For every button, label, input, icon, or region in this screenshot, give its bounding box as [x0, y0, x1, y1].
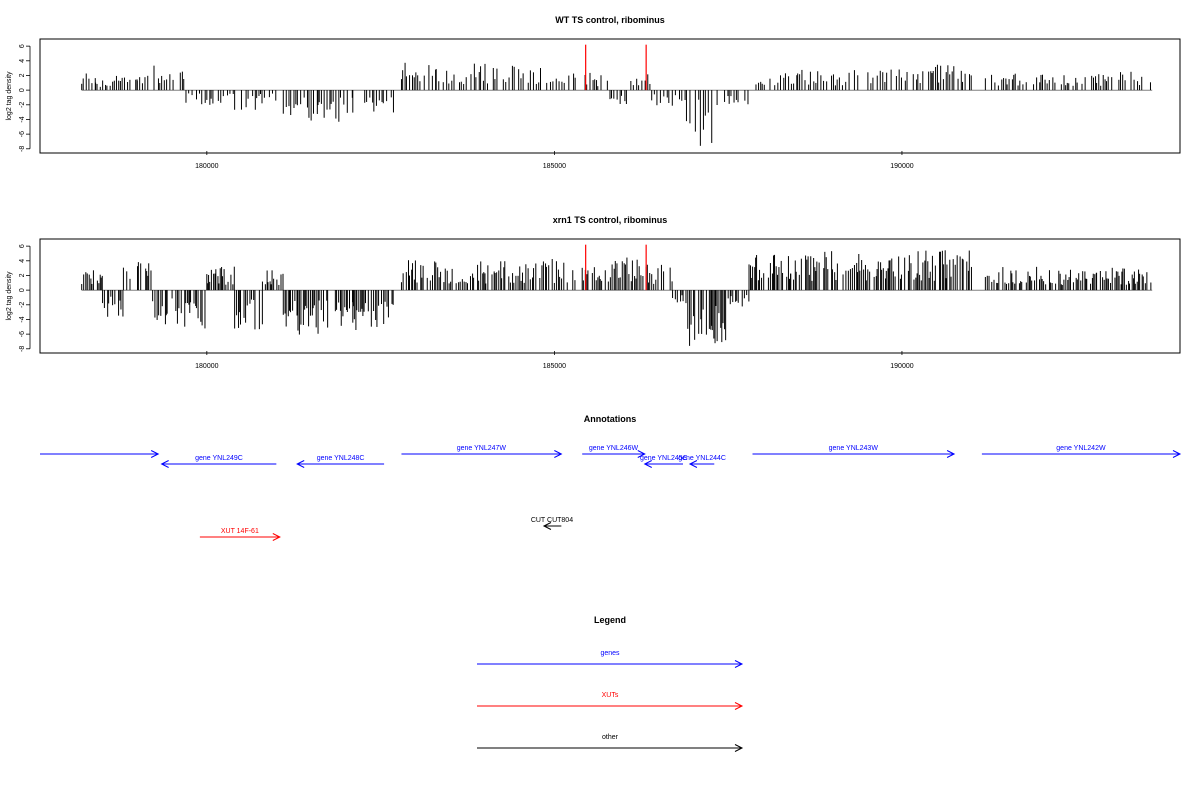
feature-arrow-arrowhead	[272, 533, 281, 541]
annotation-feature: gene YNL246W	[582, 445, 646, 458]
panel-wt: WT TS control, ribominus 6 4 2 0 -2 -4 -6 -8 180…	[6, 15, 1181, 170]
annotation-feature: gene YNL245C	[640, 455, 688, 468]
feature-label: gene YNL243W	[829, 445, 879, 452]
annotation-feature: XUT 14F-61	[199, 528, 281, 541]
y-tick-label: 6	[19, 244, 26, 248]
feature-label: XUT 14F-61	[221, 528, 259, 535]
panel-wt-title: WT TS control, ribominus	[555, 15, 665, 25]
y-tick-label: -6	[19, 131, 26, 137]
legend-items: genes XUTs other	[477, 650, 744, 752]
annotation-features: gene YNL249C gene YNL248C gene YNL247W gene…	[40, 445, 1182, 541]
legend-arrow-arrowhead	[734, 702, 744, 710]
y-tick-label: 6	[19, 44, 26, 48]
panel-xrn1-title: xrn1 TS control, ribominus	[553, 215, 668, 225]
panel-wt-ylabel: log2 tag density	[6, 71, 13, 121]
y-tick-label: -4	[19, 316, 26, 322]
annotations: Annotations gene YNL249C gene YNL248Cgene…	[40, 414, 1182, 541]
annotation-feature: gene YNL243W	[752, 445, 956, 458]
y-tick-label: 0	[19, 288, 26, 292]
y-tick-label: -6	[19, 331, 26, 337]
y-tick-label: -2	[19, 102, 26, 108]
legend-label: genes	[600, 650, 620, 657]
x-tick-label: 190000	[890, 363, 913, 370]
annotation-feature: gene YNL249C	[160, 455, 277, 468]
legend-item: other	[477, 734, 744, 752]
annotation-feature: gene YNL248C	[296, 455, 385, 468]
panel-wt-frame	[39, 38, 1181, 154]
feature-arrow-arrowhead	[688, 460, 698, 468]
y-tick-label: -8	[19, 146, 26, 152]
y-tick-label: 2	[19, 273, 26, 277]
panel-wt-bars	[81, 44, 1153, 146]
y-tick-label: 0	[19, 88, 26, 92]
annotation-feature: CUT CUT804	[531, 517, 573, 530]
y-tick-label: 4	[19, 59, 26, 63]
annotation-feature: gene YNL247W	[401, 445, 563, 458]
legend-arrow-arrowhead	[734, 660, 744, 668]
x-tick-label: 180000	[195, 163, 218, 170]
x-tick-label: 180000	[195, 363, 218, 370]
panel-xrn1-bars	[81, 244, 1153, 346]
feature-label: gene YNL248C	[317, 455, 365, 462]
y-tick-label: 2	[19, 73, 26, 77]
x-tick-label: 190000	[890, 163, 913, 170]
feature-label: gene YNL242W	[1056, 445, 1106, 452]
annotation-feature	[40, 450, 160, 458]
feature-label: CUT CUT804	[531, 517, 573, 524]
feature-arrow-arrowhead	[643, 460, 652, 468]
panel-xrn1-axes: 6 4 2 0 -2 -4 -6 -8 180000 185000 190000	[19, 244, 914, 370]
legend-label: XUTs	[602, 692, 619, 699]
feature-arrow-arrowhead	[637, 450, 646, 458]
panel-xrn1: xrn1 TS control, ribominus 6 4 2 0 -2 -4 -6 -8 1…	[6, 215, 1181, 370]
feature-arrow-arrowhead	[150, 450, 160, 458]
panel-wt-axes: 6 4 2 0 -2 -4 -6 -8 180000 185000 190000	[19, 44, 914, 170]
feature-arrow-arrowhead	[946, 450, 956, 458]
feature-label: gene YNL244C	[678, 455, 726, 462]
panel-xrn1-ylabel: log2 tag density	[6, 271, 13, 321]
y-tick-label: -2	[19, 302, 26, 308]
y-tick-label: -8	[19, 346, 26, 352]
legend-arrow-arrowhead	[734, 744, 744, 752]
feature-arrow-arrowhead	[1172, 450, 1182, 458]
feature-arrow-arrowhead	[160, 460, 169, 468]
feature-arrow-arrowhead	[542, 522, 552, 530]
legend: Legend genes XUTs other	[477, 615, 744, 752]
panel-xrn1-frame	[39, 238, 1181, 354]
legend-item: XUTs	[477, 692, 744, 710]
feature-label: gene YNL245C	[640, 455, 688, 462]
x-tick-label: 185000	[543, 163, 566, 170]
feature-arrow-arrowhead	[296, 460, 305, 468]
annotations-title: Annotations	[584, 414, 637, 424]
legend-item: genes	[477, 650, 744, 668]
x-tick-label: 185000	[543, 363, 566, 370]
feature-label: gene YNL249C	[195, 455, 243, 462]
annotation-feature: gene YNL242W	[981, 445, 1182, 458]
feature-arrow-arrowhead	[554, 450, 563, 458]
feature-label: gene YNL247W	[457, 445, 507, 452]
legend-label: other	[602, 734, 619, 741]
y-tick-label: 4	[19, 259, 26, 263]
feature-label: gene YNL246W	[589, 445, 639, 452]
legend-title: Legend	[594, 615, 626, 625]
y-tick-label: -4	[19, 116, 26, 122]
annotation-feature: gene YNL244C	[678, 455, 726, 468]
